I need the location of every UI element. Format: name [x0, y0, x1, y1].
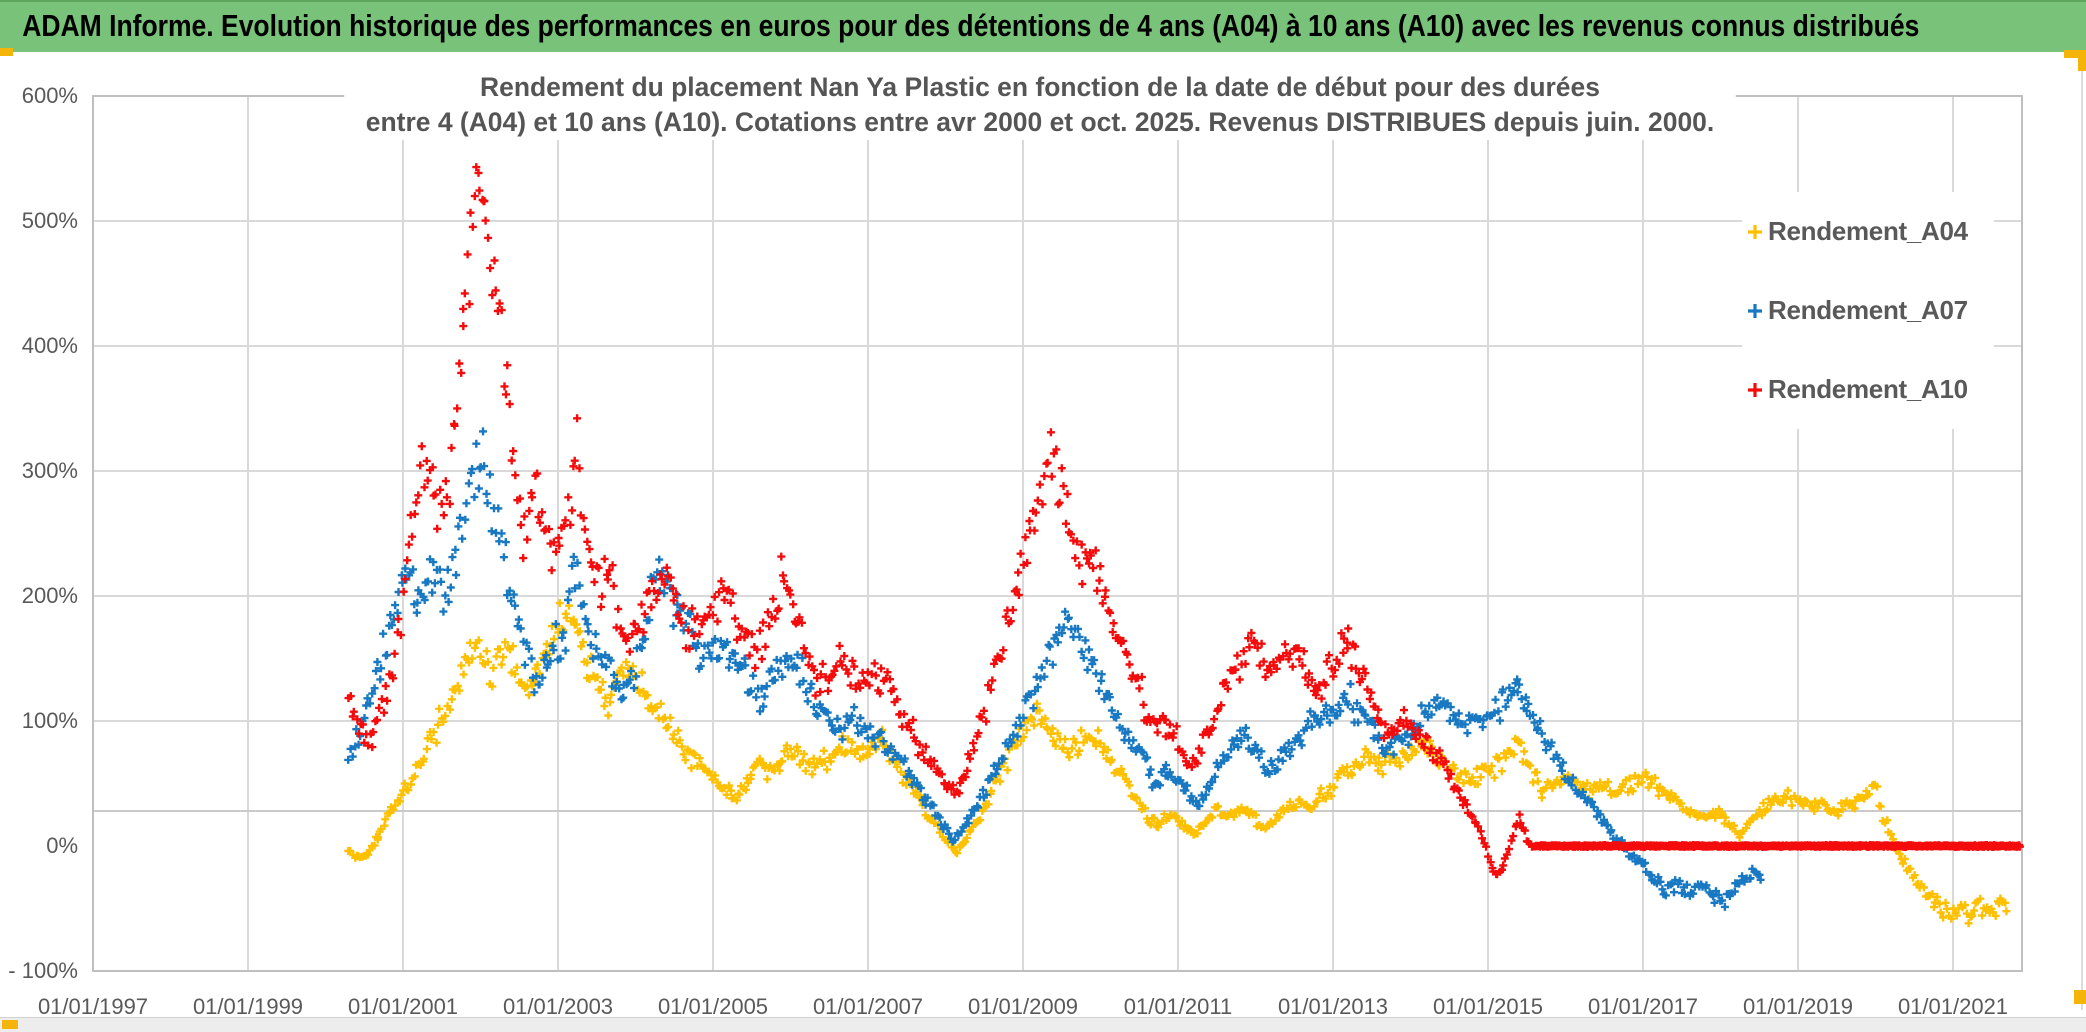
legend-item-rendement-a04[interactable]: Rendement_A04: [1742, 192, 1994, 271]
legend-item-rendement-a07[interactable]: Rendement_A07: [1742, 271, 1994, 350]
x-tick-label: 01/01/2001: [347, 994, 459, 1019]
x-tick-label: 01/01/2021: [1897, 994, 2009, 1019]
x-tick-label: 01/01/2019: [1742, 994, 1854, 1019]
right-edge-divider: [2081, 52, 2083, 1010]
legend-item-rendement-a10[interactable]: Rendement_A10: [1742, 350, 1994, 429]
x-tick-label: 01/01/2005: [657, 994, 769, 1019]
y-tick-label: 300%: [21, 458, 78, 483]
corner-marker: [0, 48, 13, 56]
plus-marker-icon: [1748, 303, 1762, 318]
series-rendement_a07[interactable]: [344, 427, 1765, 911]
x-tick-label: 01/01/2011: [1123, 994, 1233, 1019]
x-tick-label: 01/01/2007: [812, 994, 924, 1019]
chart-title-line2: entre 4 (A04) et 10 ans (A10). Cotations…: [365, 107, 1715, 137]
corner-marker: [2064, 50, 2086, 58]
corner-marker: [2074, 990, 2086, 1004]
y-tick-label: 500%: [21, 208, 78, 233]
legend-label: Rendement_A07: [1768, 295, 1968, 325]
legend-label: Rendement_A04: [1768, 216, 1968, 246]
corner-marker: [2, 1020, 18, 1029]
banner-title: ADAM Informe. Evolution historique des p…: [22, 8, 1920, 43]
y-tick-label: 600%: [21, 83, 78, 108]
y-tick-label: 0%: [46, 833, 78, 858]
bottom-scrollbar-strip[interactable]: [0, 1017, 2086, 1032]
y-tick-label: - 100%: [8, 958, 78, 983]
corner-marker: [2078, 50, 2086, 71]
plot-border: [92, 95, 2023, 972]
plus-marker-icon: [1748, 382, 1762, 397]
banner: ADAM Informe. Evolution historique des p…: [0, 0, 2086, 52]
y-tick-label: 200%: [21, 583, 78, 608]
y-tick-label: 400%: [21, 333, 78, 358]
x-tick-label: 01/01/2009: [967, 994, 1079, 1019]
x-tick-label: 01/01/2017: [1587, 994, 1699, 1019]
x-tick-label: 01/01/2003: [502, 994, 614, 1019]
y-tick-label: 100%: [21, 708, 78, 733]
plus-marker-icon: [1748, 224, 1762, 239]
series-rendement_a10[interactable]: [344, 163, 2024, 879]
chart-title-line1: Rendement du placement Nan Ya Plastic en…: [480, 72, 1600, 102]
legend-label: Rendement_A10: [1768, 374, 1968, 404]
x-tick-label: 01/01/1997: [37, 994, 149, 1019]
x-tick-label: 01/01/1999: [192, 994, 304, 1019]
x-tick-label: 01/01/2015: [1432, 994, 1544, 1019]
chart-title: Rendement du placement Nan Ya Plastic en…: [344, 70, 1736, 140]
x-tick-label: 01/01/2013: [1277, 994, 1389, 1019]
legend: Rendement_A04 Rendement_A07 Rendement_A1…: [1742, 192, 1994, 429]
